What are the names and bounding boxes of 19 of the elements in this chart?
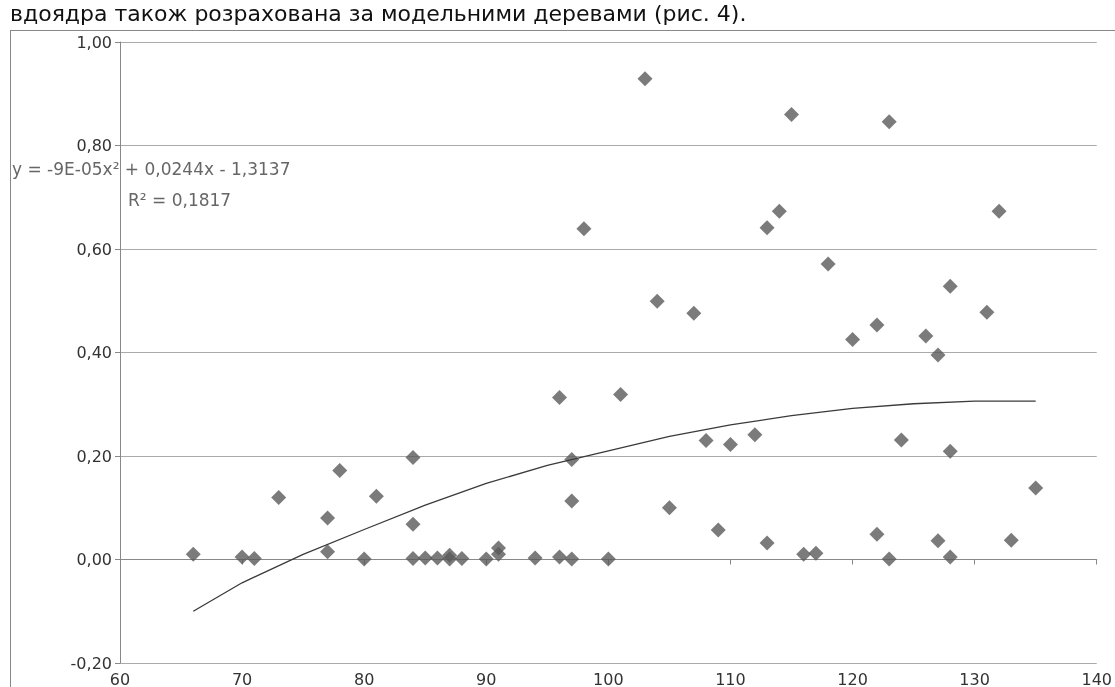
x-tick-label: 70 [231, 669, 253, 687]
annotation: y = -9E-05x² + 0,0244x - 1,3137 [12, 158, 291, 179]
x-tick-label: 60 [109, 669, 131, 687]
y-tick-label: 0,60 [76, 239, 112, 259]
x-tick-label: 90 [476, 669, 497, 687]
x-tick-label: 100 [593, 669, 624, 687]
x-tick-label: 110 [715, 669, 746, 687]
x-tick-label: 130 [959, 669, 990, 687]
x-tick-label: 80 [354, 669, 375, 687]
text: вдоядра також розрахована за модельними деревами (рис. 4). [10, 0, 747, 26]
annotation: R² = 0,1817 [128, 189, 232, 210]
y-tick-label: -0,20 [70, 653, 112, 673]
y-tick-label: 1,00 [76, 32, 112, 52]
x-tick-label: 120 [837, 669, 868, 687]
y-tick-label: 0,00 [76, 550, 112, 569]
y-tick-label: 0,40 [76, 343, 112, 362]
x-tick-label: 140 [1081, 669, 1112, 687]
y-tick-label: 0,20 [76, 446, 112, 466]
y-tick-label: 0,80 [76, 136, 112, 155]
